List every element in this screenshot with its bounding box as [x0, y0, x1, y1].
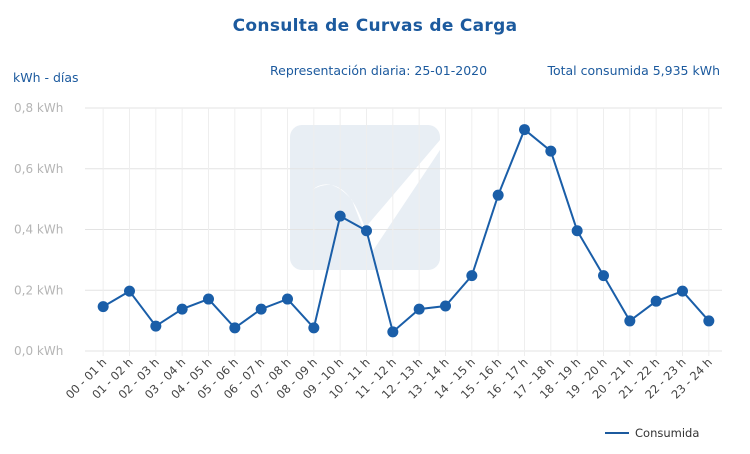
- data-point[interactable]: [203, 293, 214, 305]
- watermark-square: [290, 125, 440, 270]
- data-point[interactable]: [150, 320, 162, 332]
- data-point[interactable]: [650, 295, 662, 307]
- data-point[interactable]: [124, 285, 135, 297]
- series-consumida: [97, 124, 715, 338]
- data-point[interactable]: [308, 322, 320, 334]
- y-axis-ticks: 0,0 kWh 0,2 kWh 0,4 kWh 0,6 kWh 0,8 kWh: [14, 101, 63, 358]
- y-tick-label: 0,6 kWh: [14, 162, 63, 176]
- data-point[interactable]: [492, 189, 504, 201]
- legend-line-icon: [605, 432, 629, 434]
- data-point[interactable]: [413, 303, 425, 315]
- watermark-logo-icon: [290, 125, 440, 270]
- legend[interactable]: Consumida: [605, 426, 699, 440]
- data-point[interactable]: [229, 322, 241, 334]
- grid-lines: [85, 107, 722, 356]
- data-point[interactable]: [545, 145, 557, 157]
- data-point[interactable]: [282, 293, 293, 305]
- y-tick-label: 0,8 kWh: [14, 101, 63, 115]
- data-point[interactable]: [519, 124, 530, 136]
- y-tick-label: 0,4 kWh: [14, 223, 63, 237]
- data-point[interactable]: [466, 270, 478, 282]
- x-axis-ticks: 00 - 01 h01 - 02 h02 - 03 h03 - 04 h04 -…: [63, 355, 715, 401]
- legend-label: Consumida: [635, 426, 700, 440]
- data-point[interactable]: [598, 270, 609, 282]
- data-point[interactable]: [334, 210, 346, 222]
- chart-title: Consulta de Curvas de Carga: [232, 16, 518, 36]
- data-point[interactable]: [255, 303, 267, 315]
- data-point[interactable]: [387, 326, 399, 338]
- data-point[interactable]: [624, 315, 636, 327]
- y-axis-label: kWh - días: [13, 70, 79, 85]
- data-point[interactable]: [440, 300, 451, 312]
- data-point[interactable]: [677, 285, 688, 297]
- total-consumption: Total consumida 5,935 kWh: [547, 63, 720, 78]
- date-subtitle: Representación diaria: 25-01-2020: [270, 63, 488, 78]
- data-point[interactable]: [703, 315, 715, 327]
- data-point[interactable]: [571, 225, 583, 237]
- y-tick-label: 0,0 kWh: [14, 344, 63, 358]
- data-point[interactable]: [176, 303, 188, 315]
- data-point[interactable]: [97, 301, 109, 313]
- data-point[interactable]: [361, 225, 372, 237]
- y-tick-label: 0,2 kWh: [14, 283, 63, 297]
